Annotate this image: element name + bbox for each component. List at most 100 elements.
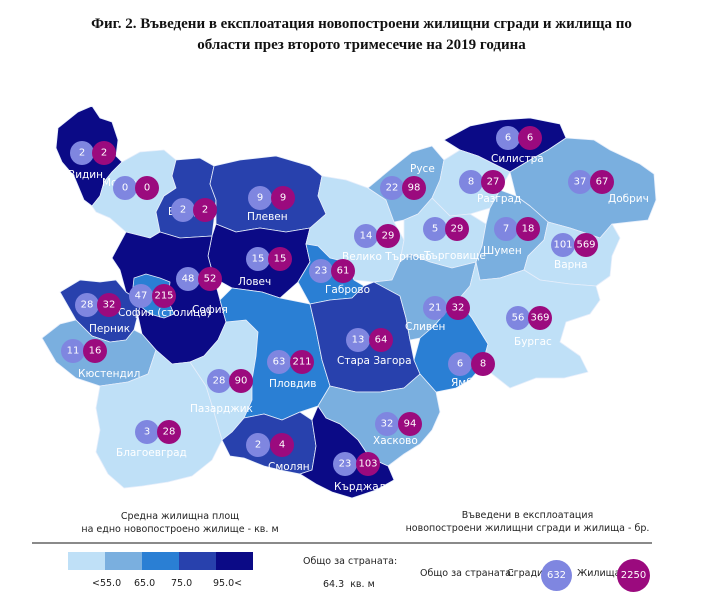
bubble-buildings-dobrich bbox=[568, 170, 592, 194]
legend-tick-2: 65.0 bbox=[134, 578, 156, 589]
value-buildings-smolyan: 2 bbox=[255, 440, 261, 451]
figure-title-line2: области през второто тримесечие на 2019 … bbox=[197, 37, 526, 53]
bubble-dwellings-shumen bbox=[516, 217, 540, 241]
bubble-buildings-sofia-capital bbox=[129, 284, 153, 308]
value-buildings-gabrovo: 23 bbox=[315, 266, 328, 277]
value-dwellings-plovdiv: 211 bbox=[292, 357, 311, 368]
value-dwellings-smolyan: 4 bbox=[279, 440, 285, 451]
legend-counts-title-line1: Въведени в експлоатация bbox=[461, 510, 594, 521]
label-pernik: Перник bbox=[89, 323, 130, 335]
value-buildings-sliven: 21 bbox=[429, 303, 442, 314]
bubble-buildings-haskovo bbox=[375, 412, 399, 436]
label-kardzhali: Кърджали bbox=[334, 481, 392, 493]
value-dwellings-pleven: 9 bbox=[280, 193, 286, 204]
value-buildings-sofia: 48 bbox=[182, 274, 195, 285]
label-razgrad: Разград bbox=[477, 193, 521, 205]
legend-area-title-line2: на едно новопостроено жилище - кв. м bbox=[81, 524, 279, 535]
legend-area-total-value: 64.3 кв. м bbox=[323, 579, 375, 590]
label-sofia-capital: София (столица) bbox=[118, 307, 211, 319]
value-dwellings-dobrich: 67 bbox=[596, 177, 609, 188]
legend-dwellings-label: Жилища bbox=[577, 568, 621, 579]
legend-swatch-4 bbox=[179, 552, 216, 570]
value-buildings-haskovo: 32 bbox=[381, 419, 394, 430]
legend-area-title-line1: Средна жилищна площ bbox=[120, 511, 240, 522]
value-dwellings-veliko-tarnovo: 29 bbox=[382, 231, 395, 242]
legend-counts-title: Въведени в експлоатация новопостроени жи… bbox=[405, 509, 650, 535]
bubble-buildings-lovech bbox=[246, 247, 270, 271]
label-smolyan: Смолян bbox=[268, 461, 310, 473]
value-dwellings-sofia: 52 bbox=[204, 274, 217, 285]
bubble-dwellings-gabrovo bbox=[331, 259, 355, 283]
value-buildings-shumen: 7 bbox=[503, 224, 509, 235]
label-burgas: Бургас bbox=[514, 336, 552, 348]
label-varna: Варна bbox=[554, 259, 588, 271]
bubble-dwellings-targovishte bbox=[445, 217, 469, 241]
bubble-dwellings-kyustendil bbox=[83, 339, 107, 363]
legend-counts-title-line2: новопостроени жилищни сгради и жилища - … bbox=[405, 523, 650, 534]
value-dwellings-pernik: 32 bbox=[103, 300, 116, 311]
value-dwellings-silistra: 6 bbox=[527, 133, 533, 144]
bubble-buildings-razgrad bbox=[459, 170, 483, 194]
legend-area-title: Средна жилищна площ на едно новопостроен… bbox=[60, 510, 300, 536]
bubble-buildings-veliko-tarnovo bbox=[354, 224, 378, 248]
label-dobrich: Добрич bbox=[608, 193, 649, 205]
label-sliven: Сливен bbox=[405, 321, 445, 333]
bubble-buildings-pernik bbox=[75, 293, 99, 317]
bubble-dwellings-burgas bbox=[528, 306, 552, 330]
label-stara-zagora: Стара Загора bbox=[337, 355, 412, 367]
bubble-dwellings-razgrad bbox=[481, 170, 505, 194]
legend-tick-4: 95.0< bbox=[213, 578, 243, 589]
bubble-buildings-silistra bbox=[496, 126, 520, 150]
bubble-dwellings-smolyan bbox=[270, 433, 294, 457]
value-dwellings-razgrad: 27 bbox=[487, 177, 500, 188]
region-blagoevgrad[interactable] bbox=[95, 349, 223, 489]
bubble-buildings-ruse bbox=[380, 176, 404, 200]
value-dwellings-blagoevgrad: 28 bbox=[163, 427, 176, 438]
value-dwellings-ruse: 98 bbox=[408, 183, 421, 194]
label-silistra: Силистра bbox=[491, 153, 544, 165]
legend-tick-1: <55.0 bbox=[92, 578, 122, 589]
bubble-buildings-pleven bbox=[248, 186, 272, 210]
label-pazardzhik: Пазарджик bbox=[190, 403, 253, 415]
value-dwellings-kyustendil: 16 bbox=[89, 346, 102, 357]
legend-swatch-2 bbox=[105, 552, 142, 570]
legend-buildings-label: Сгради bbox=[507, 568, 544, 579]
legend-counts-total-label: Общо за страната: bbox=[420, 568, 515, 579]
bubble-dwellings-vidin bbox=[92, 141, 116, 165]
bubble-dwellings-sofia-capital bbox=[152, 284, 176, 308]
region-varna[interactable] bbox=[523, 221, 621, 287]
value-buildings-varna: 101 bbox=[553, 240, 572, 251]
bubble-buildings-kyustendil bbox=[61, 339, 85, 363]
value-dwellings-shumen: 18 bbox=[522, 224, 535, 235]
bubble-buildings-stara-zagora bbox=[346, 328, 370, 352]
label-sofia: София bbox=[192, 304, 228, 316]
region-burgas[interactable] bbox=[457, 261, 601, 389]
label-vidin: Видин bbox=[68, 169, 103, 181]
value-buildings-dobrich: 37 bbox=[574, 177, 587, 188]
value-dwellings-targovishte: 29 bbox=[451, 224, 464, 235]
value-dwellings-kardzhali: 103 bbox=[358, 459, 377, 470]
value-buildings-vratsa: 2 bbox=[180, 205, 186, 216]
legend-swatch-1 bbox=[68, 552, 105, 570]
legend-divider-left bbox=[32, 542, 362, 544]
legend-buildings-bubble: 632 bbox=[541, 560, 572, 591]
value-buildings-kyustendil: 11 bbox=[67, 346, 80, 357]
bubble-dwellings-lovech bbox=[268, 247, 292, 271]
label-ruse: Русе bbox=[410, 163, 435, 175]
bubble-dwellings-pazardzhik bbox=[229, 369, 253, 393]
bubble-buildings-yambol bbox=[448, 352, 472, 376]
bubble-dwellings-montana bbox=[135, 176, 159, 200]
value-dwellings-vidin: 2 bbox=[101, 148, 107, 159]
value-buildings-montana: 0 bbox=[122, 183, 128, 194]
bubble-dwellings-silistra bbox=[518, 126, 542, 150]
label-blagoevgrad: Благоевград bbox=[116, 447, 187, 459]
legend-divider-right bbox=[362, 542, 652, 544]
legend-area-total-label: Общо за страната: bbox=[303, 556, 398, 567]
value-buildings-plovdiv: 63 bbox=[273, 357, 286, 368]
bubble-buildings-vratsa bbox=[171, 198, 195, 222]
label-targovishte: Търговище bbox=[423, 250, 486, 262]
bubble-buildings-gabrovo bbox=[309, 259, 333, 283]
bubble-buildings-varna bbox=[551, 233, 575, 257]
value-dwellings-stara-zagora: 64 bbox=[375, 335, 388, 346]
bubble-buildings-sofia bbox=[176, 267, 200, 291]
